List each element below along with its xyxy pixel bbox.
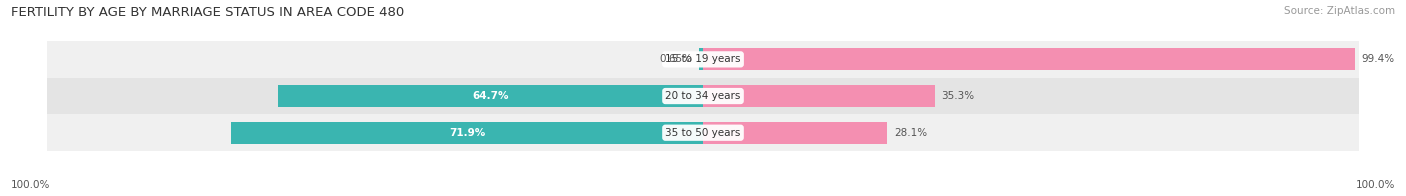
Bar	[699, 48, 703, 70]
Bar	[703, 122, 887, 144]
Bar	[703, 85, 935, 107]
Bar	[278, 85, 703, 107]
Text: 35 to 50 years: 35 to 50 years	[665, 128, 741, 138]
Text: 64.7%: 64.7%	[472, 91, 509, 101]
Bar	[46, 78, 1360, 114]
Text: 99.4%: 99.4%	[1362, 54, 1395, 64]
Text: Source: ZipAtlas.com: Source: ZipAtlas.com	[1284, 6, 1395, 16]
Text: 20 to 34 years: 20 to 34 years	[665, 91, 741, 101]
Bar	[46, 114, 1360, 151]
Text: 35.3%: 35.3%	[941, 91, 974, 101]
Bar	[46, 41, 1360, 78]
Text: 28.1%: 28.1%	[894, 128, 927, 138]
Text: 0.65%: 0.65%	[659, 54, 692, 64]
Text: 100.0%: 100.0%	[1355, 180, 1395, 190]
Bar	[703, 48, 1355, 70]
Text: 15 to 19 years: 15 to 19 years	[665, 54, 741, 64]
Bar	[231, 122, 703, 144]
Text: FERTILITY BY AGE BY MARRIAGE STATUS IN AREA CODE 480: FERTILITY BY AGE BY MARRIAGE STATUS IN A…	[11, 6, 405, 19]
Text: 100.0%: 100.0%	[11, 180, 51, 190]
Text: 71.9%: 71.9%	[449, 128, 485, 138]
